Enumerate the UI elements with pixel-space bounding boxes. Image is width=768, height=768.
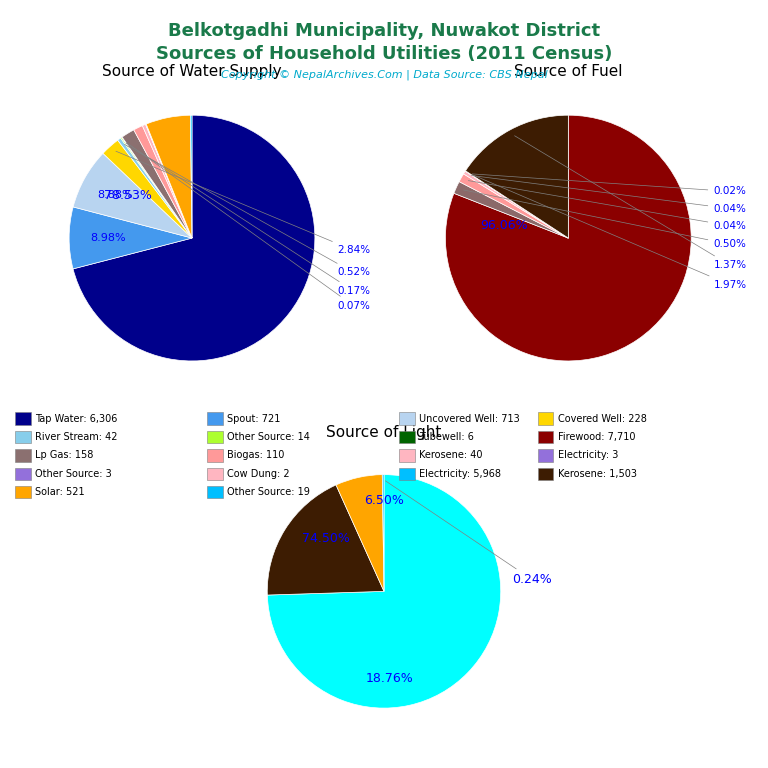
- Text: Tubewell: 6: Tubewell: 6: [419, 432, 474, 442]
- Text: 1.97%: 1.97%: [472, 174, 746, 290]
- Text: Tap Water: 6,306: Tap Water: 6,306: [35, 413, 118, 424]
- Text: 1.37%: 1.37%: [515, 136, 746, 270]
- Wedge shape: [142, 124, 192, 238]
- Wedge shape: [146, 115, 192, 238]
- Text: 0.07%: 0.07%: [127, 143, 370, 311]
- Wedge shape: [445, 115, 691, 361]
- Text: 0.04%: 0.04%: [468, 180, 746, 231]
- Text: Cow Dung: 2: Cow Dung: 2: [227, 468, 290, 479]
- Text: 0.52%: 0.52%: [124, 144, 370, 277]
- Title: Source of Water Supply: Source of Water Supply: [102, 65, 282, 79]
- Text: 0.50%: 0.50%: [464, 190, 746, 250]
- Text: Kerosene: 1,503: Kerosene: 1,503: [558, 468, 637, 479]
- Wedge shape: [146, 124, 192, 238]
- Wedge shape: [382, 475, 384, 591]
- Text: Lp Gas: 158: Lp Gas: 158: [35, 450, 94, 461]
- Wedge shape: [336, 475, 384, 591]
- Text: Firewood: 7,710: Firewood: 7,710: [558, 432, 635, 442]
- Wedge shape: [103, 141, 192, 238]
- Wedge shape: [69, 207, 192, 269]
- Wedge shape: [464, 171, 568, 238]
- Text: 6.50%: 6.50%: [364, 494, 403, 507]
- Text: 0.17%: 0.17%: [126, 143, 370, 296]
- Wedge shape: [118, 138, 192, 238]
- Wedge shape: [465, 115, 568, 238]
- Wedge shape: [267, 485, 384, 595]
- Text: 74.50%: 74.50%: [302, 532, 349, 545]
- Title: Source of Light: Source of Light: [326, 425, 442, 440]
- Wedge shape: [134, 126, 192, 238]
- Wedge shape: [190, 115, 192, 238]
- Text: 0.02%: 0.02%: [472, 174, 746, 197]
- Wedge shape: [73, 115, 315, 361]
- Text: Belkotgadhi Municipality, Nuwakot District: Belkotgadhi Municipality, Nuwakot Distri…: [168, 22, 600, 39]
- Text: 78.53%: 78.53%: [104, 189, 152, 201]
- Wedge shape: [146, 124, 192, 238]
- Text: Electricity: 5,968: Electricity: 5,968: [419, 468, 502, 479]
- Wedge shape: [122, 130, 192, 238]
- Text: Other Source: 14: Other Source: 14: [227, 432, 310, 442]
- Text: 8.98%: 8.98%: [91, 233, 126, 243]
- Wedge shape: [459, 174, 568, 238]
- Text: Sources of Household Utilities (2011 Census): Sources of Household Utilities (2011 Cen…: [156, 45, 612, 62]
- Text: River Stream: 42: River Stream: 42: [35, 432, 118, 442]
- Text: Electricity: 3: Electricity: 3: [558, 450, 618, 461]
- Text: 96.06%: 96.06%: [481, 220, 528, 232]
- Text: 0.04%: 0.04%: [472, 175, 746, 214]
- Wedge shape: [121, 137, 192, 238]
- Text: 18.76%: 18.76%: [366, 673, 414, 685]
- Text: Other Source: 19: Other Source: 19: [227, 487, 310, 498]
- Wedge shape: [267, 475, 501, 708]
- Title: Source of Fuel: Source of Fuel: [514, 65, 623, 79]
- Text: Other Source: 3: Other Source: 3: [35, 468, 112, 479]
- Wedge shape: [465, 171, 568, 238]
- Wedge shape: [146, 124, 192, 238]
- Text: Kerosene: 40: Kerosene: 40: [419, 450, 483, 461]
- Text: Copyright © NepalArchives.Com | Data Source: CBS Nepal: Copyright © NepalArchives.Com | Data Sou…: [220, 69, 548, 80]
- Text: Solar: 521: Solar: 521: [35, 487, 85, 498]
- Wedge shape: [73, 154, 192, 238]
- Text: Biogas: 110: Biogas: 110: [227, 450, 285, 461]
- Wedge shape: [465, 170, 568, 238]
- Wedge shape: [454, 182, 568, 238]
- Text: 0.24%: 0.24%: [386, 481, 552, 586]
- Text: Spout: 721: Spout: 721: [227, 413, 280, 424]
- Wedge shape: [121, 137, 192, 238]
- Text: 2.84%: 2.84%: [116, 151, 370, 256]
- Text: Covered Well: 228: Covered Well: 228: [558, 413, 647, 424]
- Text: 8.88%: 8.88%: [97, 190, 133, 200]
- Text: Uncovered Well: 713: Uncovered Well: 713: [419, 413, 520, 424]
